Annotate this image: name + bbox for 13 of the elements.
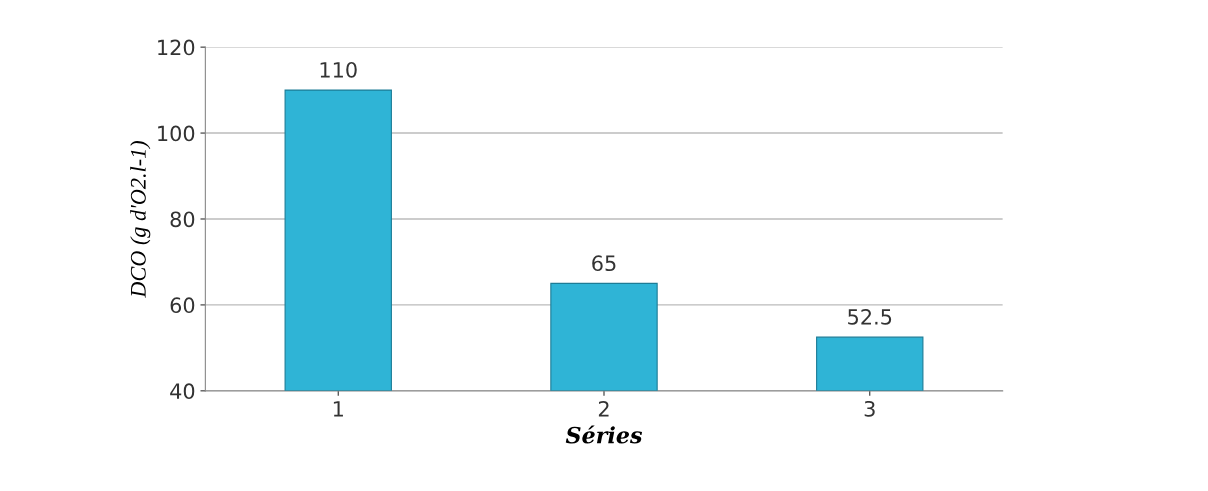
data-label: 52.5 xyxy=(848,309,892,325)
x-axis-title: Séries xyxy=(565,425,643,444)
x-tick-label: 2 xyxy=(598,400,609,417)
y-tick-label: 60 xyxy=(170,297,195,314)
data-label: 110 xyxy=(320,61,357,78)
y-tick-label: 100 xyxy=(158,125,195,142)
y-tick-label: 120 xyxy=(158,39,195,56)
y-axis-title: DCO (g d'O2.l-1) xyxy=(130,141,151,298)
x-tick-label: 1 xyxy=(333,401,343,417)
y-tick-label: 80 xyxy=(170,211,195,228)
data-label: 65 xyxy=(592,255,616,272)
y-tick-label: 40 xyxy=(170,383,195,400)
x-tick-label: 3 xyxy=(864,400,875,417)
